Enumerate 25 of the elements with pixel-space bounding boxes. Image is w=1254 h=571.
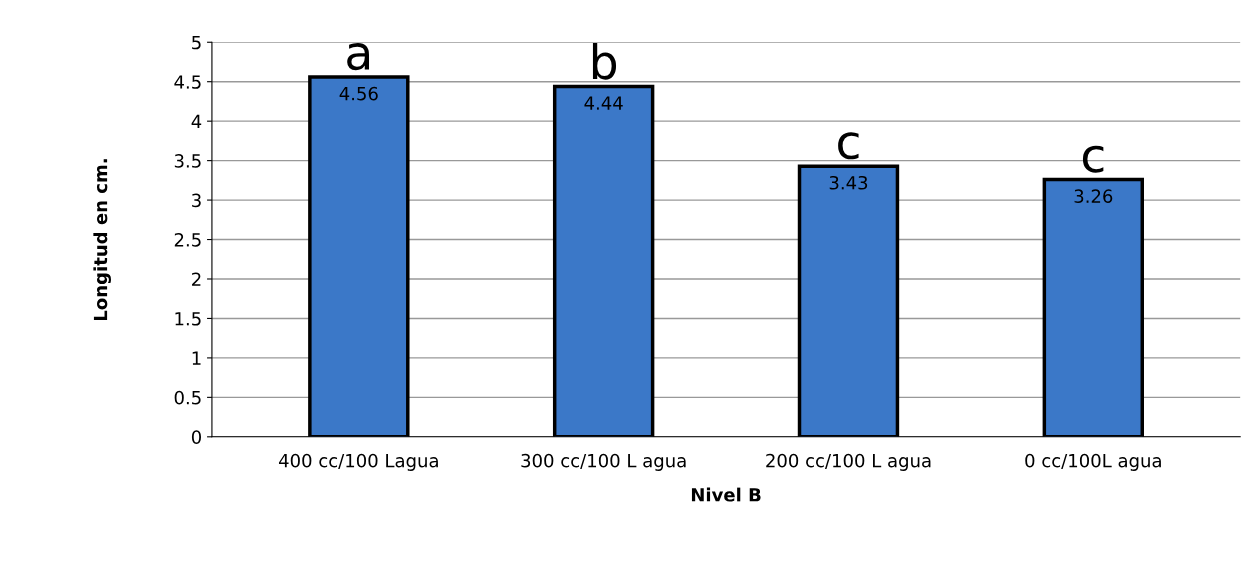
annotation: c (838, 132, 859, 160)
y-tick-label: 4.5 (174, 75, 201, 89)
y-tick-label: 3.5 (174, 154, 201, 168)
y-tick-label: 3 (192, 193, 201, 208)
annotation: a (347, 43, 370, 71)
x-tick-label: 200 cc/100 L agua (766, 453, 931, 471)
y-tick-label: 2 (192, 272, 201, 286)
data-label: 3.43 (829, 175, 868, 190)
x-tick-label: 400 cc/100 Lagua (278, 453, 438, 471)
annotation: b (592, 43, 617, 80)
y-tick-label: 1.5 (175, 312, 201, 326)
x-tick-label: 300 cc/100 L agua (521, 453, 686, 471)
data-label: 4.56 (339, 86, 378, 101)
annotation: c (1082, 145, 1104, 173)
x-axis-title: Nivel B (691, 487, 761, 502)
y-tick-label: 1 (192, 351, 201, 365)
data-label: 4.44 (584, 96, 623, 110)
data-label: 3.26 (1074, 189, 1113, 204)
y-axis-title: Longitud en cm. (93, 159, 111, 321)
y-tick-label: 4 (191, 114, 202, 129)
y-tick-label: 0.5 (174, 390, 201, 405)
y-tick-label: 5 (192, 35, 201, 50)
x-tick-label: 0 cc/100L agua (1025, 453, 1161, 471)
y-tick-label: 2.5 (174, 232, 201, 247)
y-tick-label: 0 (191, 430, 201, 444)
